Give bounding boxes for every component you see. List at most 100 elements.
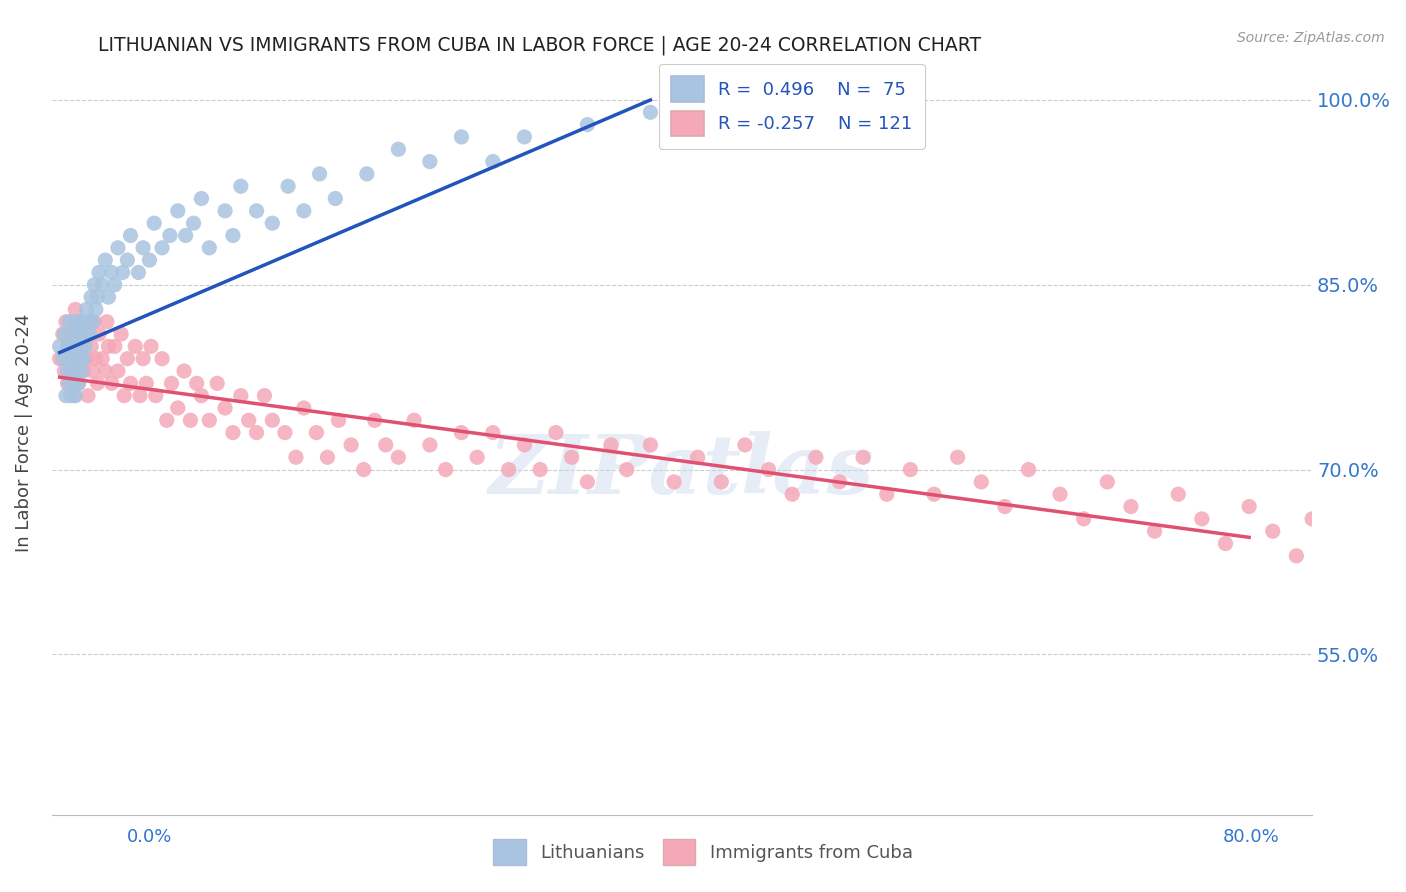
Point	[59, 389, 82, 403]
Point	[77, 315, 100, 329]
Point	[600, 438, 623, 452]
Point	[946, 450, 969, 465]
Text: Source: ZipAtlas.com: Source: ZipAtlas.com	[1237, 31, 1385, 45]
Point	[83, 277, 105, 292]
Point	[190, 192, 212, 206]
Point	[107, 241, 129, 255]
Point	[129, 389, 152, 403]
Point	[316, 450, 339, 465]
Point	[70, 364, 93, 378]
Point	[55, 315, 77, 329]
Point	[65, 315, 87, 329]
Text: ZIPatlas: ZIPatlas	[489, 431, 875, 511]
Point	[198, 413, 221, 427]
Point	[82, 315, 104, 329]
Point	[72, 351, 94, 366]
Text: 80.0%: 80.0%	[1223, 828, 1279, 846]
Point	[79, 327, 101, 342]
Point	[174, 228, 197, 243]
Point	[104, 277, 127, 292]
Point	[465, 450, 488, 465]
Point	[513, 130, 536, 145]
Point	[198, 241, 221, 255]
Point	[120, 376, 142, 391]
Point	[292, 401, 315, 415]
Point	[127, 265, 149, 279]
Point	[387, 450, 409, 465]
Point	[419, 438, 441, 452]
Point	[94, 253, 117, 268]
Point	[994, 500, 1017, 514]
Point	[62, 389, 84, 403]
Point	[56, 339, 79, 353]
Point	[65, 302, 87, 317]
Point	[274, 425, 297, 440]
Point	[434, 462, 457, 476]
Point	[387, 142, 409, 156]
Point	[1018, 462, 1040, 476]
Point	[308, 167, 330, 181]
Point	[58, 315, 80, 329]
Point	[87, 327, 110, 342]
Y-axis label: In Labor Force | Age 20-24: In Labor Force | Age 20-24	[15, 313, 32, 552]
Point	[1215, 536, 1237, 550]
Point	[262, 413, 284, 427]
Point	[67, 339, 90, 353]
Point	[58, 339, 80, 353]
Point	[1261, 524, 1284, 538]
Point	[482, 425, 505, 440]
Point	[112, 389, 135, 403]
Point	[183, 216, 205, 230]
Point	[70, 327, 93, 342]
Point	[640, 438, 662, 452]
Point	[222, 425, 245, 440]
Point	[48, 339, 70, 353]
Point	[100, 376, 122, 391]
Point	[828, 475, 851, 489]
Point	[117, 351, 139, 366]
Point	[292, 203, 315, 218]
Point	[179, 413, 201, 427]
Point	[83, 315, 105, 329]
Point	[84, 351, 107, 366]
Text: 0.0%: 0.0%	[127, 828, 172, 846]
Point	[62, 339, 84, 353]
Point	[325, 192, 347, 206]
Point	[150, 351, 173, 366]
Point	[758, 462, 780, 476]
Point	[72, 364, 94, 378]
Point	[262, 216, 284, 230]
Point	[104, 339, 127, 353]
Point	[1364, 549, 1386, 563]
Point	[544, 425, 567, 440]
Point	[143, 216, 166, 230]
Point	[48, 351, 70, 366]
Point	[60, 327, 83, 342]
Point	[75, 302, 97, 317]
Point	[166, 401, 188, 415]
Point	[86, 290, 108, 304]
Point	[52, 327, 75, 342]
Point	[166, 203, 188, 218]
Point	[340, 438, 363, 452]
Point	[150, 241, 173, 255]
Point	[138, 253, 160, 268]
Point	[77, 389, 100, 403]
Point	[576, 475, 599, 489]
Point	[59, 351, 82, 366]
Point	[190, 389, 212, 403]
Point	[110, 327, 132, 342]
Point	[450, 130, 472, 145]
Point	[67, 376, 90, 391]
Point	[710, 475, 733, 489]
Point	[132, 241, 155, 255]
Point	[616, 462, 638, 476]
Point	[66, 351, 89, 366]
Point	[124, 339, 146, 353]
Point	[498, 462, 520, 476]
Point	[277, 179, 299, 194]
Point	[69, 315, 91, 329]
Point	[82, 364, 104, 378]
Point	[70, 339, 93, 353]
Point	[97, 339, 120, 353]
